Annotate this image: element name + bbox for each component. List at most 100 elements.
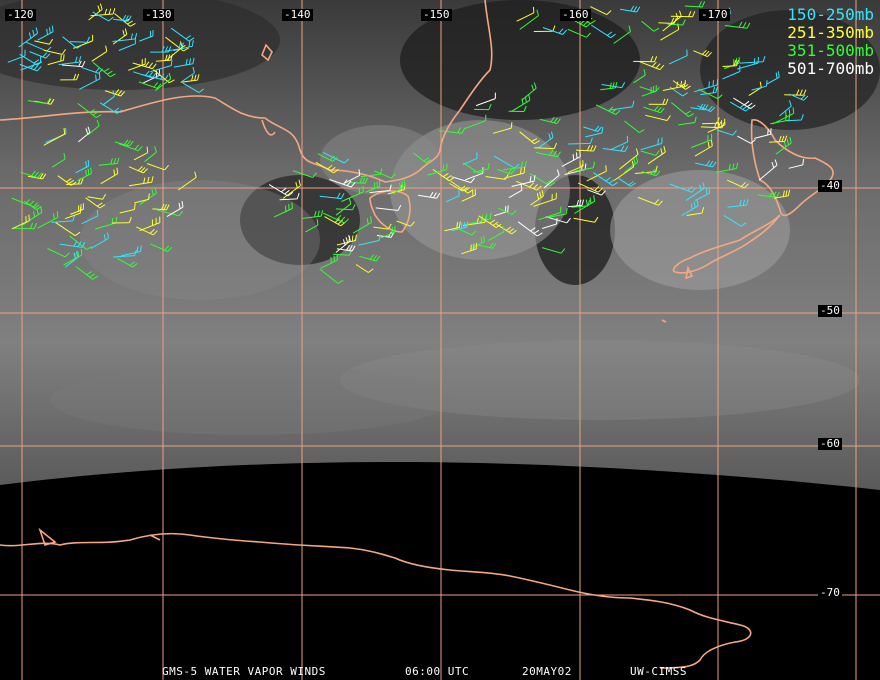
wind-barb: [75, 266, 99, 280]
wind-barb: [633, 56, 658, 63]
wind-barb: [51, 153, 66, 168]
wind-barb: [620, 5, 641, 13]
wind-barb: [43, 49, 66, 55]
wind-barb: [112, 28, 128, 45]
wind-barb: [432, 168, 455, 182]
wind-barb: [662, 80, 686, 91]
wind-barb: [100, 167, 119, 185]
wind-barb: [474, 103, 492, 111]
wind-barb: [444, 221, 461, 232]
wind-barb: [69, 36, 90, 43]
wind-barb: [61, 60, 86, 68]
wind-barb: [62, 36, 83, 49]
wind-barb: [58, 56, 82, 66]
wind-barb: [638, 60, 665, 71]
wind-barb: [729, 101, 751, 112]
wind-barb: [600, 81, 618, 91]
lat-label: -40: [818, 179, 842, 192]
wind-barb: [493, 155, 520, 169]
wind-barb: [99, 102, 123, 114]
wind-barb: [516, 6, 535, 22]
wind-barb: [121, 245, 142, 257]
wind-barb: [684, 1, 706, 8]
wind-barb: [786, 114, 804, 122]
wind-barb: [350, 177, 369, 184]
wind-barb: [34, 38, 54, 45]
wind-barb: [324, 216, 346, 227]
wind-barb: [574, 195, 596, 214]
wind-barb: [640, 150, 660, 156]
wind-barb: [519, 131, 540, 145]
wind-barb: [789, 93, 809, 101]
wind-barb: [43, 128, 66, 146]
wind-barb: [47, 248, 70, 258]
wind-barb: [118, 37, 136, 51]
wind-barb: [92, 62, 116, 78]
wind-barb: [20, 56, 42, 71]
wind-barb: [722, 59, 739, 67]
wind-barb: [155, 54, 173, 62]
wind-barb: [681, 199, 699, 217]
lat-label: -70: [818, 586, 842, 599]
wind-barb: [139, 187, 157, 206]
wind-barb: [457, 228, 477, 236]
wind-barb: [716, 129, 737, 136]
wind-barb: [27, 173, 47, 180]
pressure-legend: 150-250mb 251-350mb 351-500mb 501-700mb: [787, 6, 874, 78]
wind-barb: [472, 163, 490, 173]
wind-barb: [18, 27, 39, 48]
wind-barb: [55, 222, 81, 237]
wind-barb: [155, 72, 172, 91]
wind-barb: [146, 163, 169, 171]
wind-barb: [697, 105, 716, 112]
wind-barb: [73, 34, 94, 49]
wind-barb: [139, 216, 161, 232]
wind-barb: [369, 184, 392, 194]
wind-barb: [678, 116, 697, 126]
wind-barb: [669, 183, 697, 193]
wind-barb: [37, 25, 54, 41]
wind-barb: [773, 189, 791, 199]
wind-barb: [166, 41, 183, 61]
wind-barb: [336, 244, 356, 252]
wind-barb: [133, 146, 149, 161]
wind-barb: [98, 157, 120, 166]
wind-barb: [737, 135, 756, 144]
wind-barb: [335, 204, 356, 211]
coastlines: [0, 0, 834, 669]
wind-barb: [396, 220, 415, 227]
wind-barb: [156, 209, 184, 217]
wind-barb: [602, 145, 629, 152]
wind-barb: [150, 243, 173, 252]
wind-barb: [613, 160, 635, 181]
wind-barb: [610, 135, 629, 151]
footer-caption: GMS-5 WATER VAPOR WINDS 06:00 UTC 20MAY0…: [0, 665, 880, 679]
wind-barb: [87, 119, 100, 136]
wind-barb: [533, 192, 557, 207]
wind-barb: [488, 225, 505, 242]
wind-barb: [758, 159, 778, 181]
wind-barb: [530, 190, 544, 206]
wind-barb: [590, 6, 612, 16]
wind-barb: [647, 146, 666, 165]
wind-barb: [497, 168, 516, 175]
lon-label: -160: [560, 8, 591, 21]
wind-barb: [63, 249, 83, 266]
legend-entry-501-700mb: 501-700mb: [787, 59, 874, 78]
wind-barb: [92, 11, 114, 22]
wind-barb: [77, 167, 92, 182]
wind-barb: [508, 184, 523, 199]
wind-barb: [113, 14, 132, 22]
wind-barb: [541, 247, 566, 254]
wind-barb: [726, 179, 750, 189]
wind-barb: [517, 221, 543, 237]
wind-barb: [413, 152, 432, 164]
wind-barb: [25, 41, 52, 52]
wind-barb: [510, 94, 531, 113]
wind-barb: [766, 71, 780, 85]
wind-barb: [542, 218, 558, 229]
wind-barb: [694, 140, 713, 157]
wind-barb: [358, 234, 381, 246]
